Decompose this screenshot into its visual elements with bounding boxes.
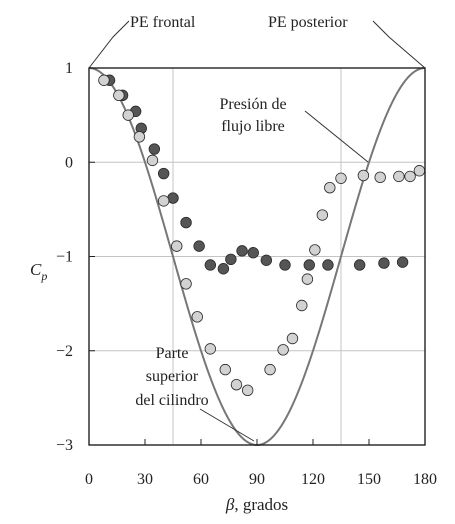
y-tick-label: −3 [56, 437, 73, 454]
light-data-point [241, 384, 254, 397]
light-data-point [357, 169, 370, 182]
annotation-rear-leader [372, 20, 426, 69]
x-tick-label: 180 [413, 471, 437, 488]
x-tick-label: 0 [85, 471, 93, 488]
light-data-point [404, 170, 416, 183]
x-axis-title: β, grados [225, 495, 288, 514]
light-data-point [264, 363, 276, 376]
light-data-point [98, 74, 110, 86]
light-data-point [286, 332, 299, 345]
x-tick-label: 30 [137, 471, 153, 488]
y-axis-symbol: C [30, 260, 42, 279]
dark-data-point [260, 254, 273, 266]
light-data-point [133, 131, 146, 143]
dark-data-point [396, 256, 409, 268]
x-axis-symbol: β [225, 495, 235, 514]
light-data-point [309, 244, 321, 256]
annotations: PE frontal PE posterior Presión de flujo… [88, 14, 426, 442]
light-data-point [374, 171, 386, 184]
annotation-rear-stagnation: PE posterior [268, 14, 348, 31]
annotation-top-line1: Parte [156, 345, 189, 362]
dark-data-point [193, 240, 205, 252]
light-data-point [146, 154, 159, 167]
annotation-free-flow-line2: flujo libre [221, 118, 285, 135]
dark-data-point [247, 247, 259, 259]
dark-data-point [148, 143, 161, 155]
dark-data-point [378, 257, 390, 269]
dark-data-point [236, 245, 248, 257]
light-data-point [157, 195, 170, 207]
dark-data-point [217, 263, 230, 275]
annotation-top-line2: superior [146, 368, 199, 385]
dark-data-point [157, 167, 170, 180]
y-tick-label: −2 [56, 343, 73, 360]
light-data-point [191, 311, 203, 323]
dark-data-point [353, 259, 366, 271]
annotation-top-line3: del cilindro [135, 392, 208, 409]
light-data-point [324, 181, 336, 194]
light-data-point [204, 343, 217, 355]
annotation-front-leader [88, 20, 130, 69]
y-tick-label: 0 [65, 154, 73, 171]
x-tick-label: 60 [193, 471, 209, 488]
y-tick-label: 1 [65, 60, 73, 77]
x-tick-label: 150 [357, 471, 381, 488]
annotation-free-flow-line1: Presión de [219, 96, 286, 113]
x-axis-unit: , grados [234, 495, 288, 514]
light-data-point [296, 299, 308, 312]
light-data-point [180, 278, 192, 290]
data-points-layer [98, 74, 426, 397]
annotation-front-stagnation: PE frontal [130, 14, 196, 31]
tick-labels: 0 30 60 90 120 150 180 1 0 −1 −2 −3 [56, 60, 437, 488]
dark-data-point [225, 253, 237, 266]
light-data-point [413, 165, 426, 177]
light-data-point [219, 363, 231, 376]
annotation-top-leader [199, 408, 255, 442]
light-data-point [277, 344, 289, 356]
dark-data-point [303, 259, 315, 271]
light-data-point [122, 109, 134, 121]
light-data-point [335, 172, 347, 184]
light-data-point [316, 209, 329, 221]
dark-data-point [279, 259, 291, 271]
light-data-point [230, 378, 243, 391]
x-tick-label: 120 [301, 471, 325, 488]
y-tick-label: −1 [56, 249, 73, 266]
dark-data-point [180, 216, 192, 229]
light-data-point [393, 170, 405, 183]
light-data-point [113, 89, 125, 102]
annotation-free-flow-leader [304, 110, 369, 163]
y-axis-title: Cp [30, 260, 47, 283]
light-data-point [171, 240, 183, 252]
dark-data-point [322, 259, 334, 271]
x-tick-label: 90 [249, 471, 265, 488]
light-data-point [301, 273, 314, 285]
dark-data-point [204, 259, 217, 271]
y-axis-subscript: p [40, 269, 47, 283]
